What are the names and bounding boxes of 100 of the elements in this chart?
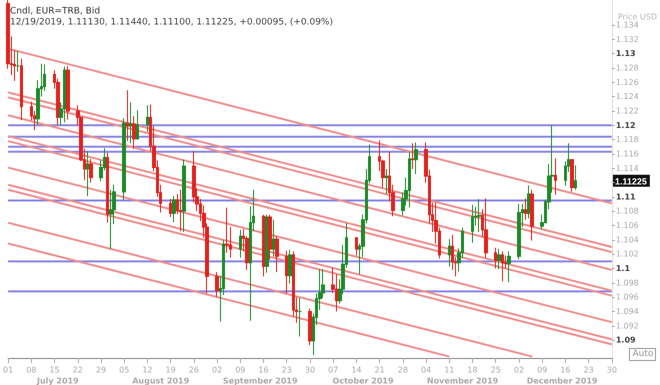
x-tick-label: 29 xyxy=(96,366,106,374)
y-tick-label: 1.116 xyxy=(616,149,639,158)
text: Auto xyxy=(632,349,654,359)
candlestick xyxy=(272,219,275,257)
candlestick xyxy=(574,164,577,190)
x-tick-label: 01 xyxy=(2,366,14,374)
y-tick-label: 1.098 xyxy=(616,278,639,288)
candlestick xyxy=(129,102,133,144)
y-tick-label: 1.09 xyxy=(616,336,636,345)
x-tick-label: 09 xyxy=(235,366,246,374)
candlestick xyxy=(262,214,265,277)
candlestick xyxy=(146,104,149,132)
y-tick-label: 1.134 xyxy=(616,20,639,30)
candlestick xyxy=(484,198,488,258)
x-tick-label: 02 xyxy=(212,366,222,374)
x-tick-label: 30 xyxy=(606,366,617,374)
y-tick-label: 1.126 xyxy=(616,78,639,87)
candlestick xyxy=(275,236,279,273)
x-tick-label: 26 xyxy=(188,366,199,374)
y-tick-label: 1.122 xyxy=(616,106,639,116)
candlestick xyxy=(215,272,219,298)
candlestick xyxy=(530,189,534,242)
x2-tick-label: October 2019 xyxy=(332,376,394,385)
candlestick xyxy=(477,198,481,232)
x-tick-label: 18 xyxy=(467,366,478,374)
x2-tick-label: November 2019 xyxy=(426,376,499,385)
x2-tick-label: July 2019 xyxy=(36,376,80,385)
x-tick-label: 05 xyxy=(119,366,130,374)
candlestick xyxy=(497,248,501,270)
candlestick xyxy=(179,189,182,232)
candlestick xyxy=(501,250,504,282)
x2-tick-label: August 2019 xyxy=(132,376,190,385)
x-tick-label: 09 xyxy=(537,366,548,374)
candlestick xyxy=(298,297,302,338)
x-tick-label: 22 xyxy=(72,366,83,374)
x-tick-label: 19 xyxy=(166,366,176,374)
y-tick-label: 1.13 xyxy=(616,49,636,58)
x-tick-label: 15 xyxy=(49,366,60,374)
candlestick xyxy=(239,229,242,258)
candlestick xyxy=(285,250,288,294)
text: Cndl, EUR=TRB, Bid xyxy=(10,6,100,16)
candlestick xyxy=(408,151,411,208)
candlestick xyxy=(86,150,89,197)
y-tick-label: 1.128 xyxy=(616,64,639,73)
candlestick xyxy=(268,214,272,260)
candlestick xyxy=(385,168,388,195)
y-tick-label: 1.132 xyxy=(616,34,639,44)
y-axis-title: Price USD xyxy=(618,12,658,22)
y-tick-label: 1.108 xyxy=(616,206,639,216)
y-tick-label: 1.118 xyxy=(616,135,639,144)
x-tick-label: 21 xyxy=(374,366,385,374)
text: 12/19/2019, 1.11130, 1.11440, 1.11100, 1.11225, +0.00095, (+0.09%) xyxy=(10,18,333,28)
candlestick xyxy=(288,249,292,284)
candlestick xyxy=(182,159,186,232)
x-tick-label: 07 xyxy=(328,366,338,374)
candlestick xyxy=(122,118,126,200)
x-tick-label: 16 xyxy=(560,366,570,374)
candlestick xyxy=(126,90,129,142)
x-tick-label: 14 xyxy=(351,366,362,374)
candlestick xyxy=(524,198,527,220)
x-tick-label: 16 xyxy=(258,366,269,374)
candlestick xyxy=(355,236,358,256)
candlestick xyxy=(570,159,574,192)
candlestick xyxy=(471,204,474,244)
candlestick xyxy=(517,204,521,260)
y-tick-label: 1.096 xyxy=(616,292,639,302)
y-tick-label: 1.104 xyxy=(616,235,639,244)
x-tick-label: 12 xyxy=(142,366,153,374)
y-tick-label: 1.094 xyxy=(616,306,639,316)
x-tick-label: 08 xyxy=(26,366,36,374)
candlestick xyxy=(308,308,312,346)
y-tick-label: 1.102 xyxy=(616,250,639,259)
x2-tick-label: December 2019 xyxy=(526,376,598,385)
candlestick xyxy=(411,142,415,170)
candlestick xyxy=(106,152,109,224)
x-tick-label: 02 xyxy=(514,366,524,374)
x-tick-label: 11 xyxy=(444,366,454,374)
candlestick xyxy=(172,196,176,222)
candlestick xyxy=(136,110,139,140)
candlestick xyxy=(414,142,418,174)
candlestick xyxy=(494,247,497,269)
y-tick-label: 1.11 xyxy=(616,192,636,202)
x-tick-label: 23 xyxy=(282,366,292,374)
candlestick xyxy=(89,158,93,184)
x-tick-label: 30 xyxy=(304,366,316,374)
text: 1.11225 xyxy=(614,176,647,186)
y-tick-label: 1.12 xyxy=(616,120,636,130)
candlestick xyxy=(507,250,511,283)
y-tick-label: 1.1 xyxy=(616,264,630,273)
x2-tick-label: September 2019 xyxy=(222,376,298,385)
y-tick-label: 1.114 xyxy=(616,164,639,173)
candlestick xyxy=(66,65,70,120)
candlestick xyxy=(16,50,20,72)
x-tick-label: 23 xyxy=(584,366,594,374)
y-tick-label: 1.092 xyxy=(616,321,639,330)
candlestick xyxy=(132,115,136,150)
candlestick xyxy=(448,238,451,267)
y-tick-label: 1.106 xyxy=(616,221,639,230)
x-tick-label: 25 xyxy=(490,366,501,374)
candlestick xyxy=(169,198,172,218)
